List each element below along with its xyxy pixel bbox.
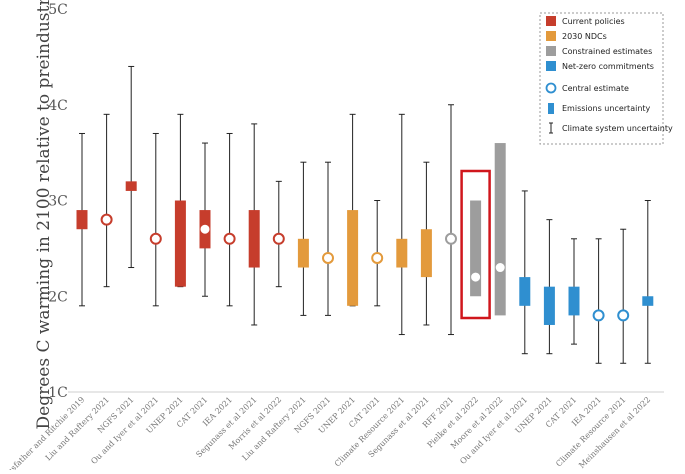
y-tick-labels: 1C 2C 3C 4C 5C — [48, 2, 68, 401]
legend-label: Central estimate — [562, 84, 629, 93]
study-column — [322, 161, 334, 316]
emissions-uncertainty-bar — [248, 210, 260, 268]
central-estimate-marker — [322, 251, 334, 264]
legend-item: Current policies — [546, 16, 625, 26]
study-column — [568, 238, 580, 345]
study-column — [272, 180, 285, 288]
emissions-uncertainty-bar — [347, 210, 359, 306]
emissions-uncertainty-bar — [174, 200, 186, 287]
study-column — [223, 132, 236, 307]
study-column — [642, 200, 654, 364]
study-column — [519, 190, 531, 355]
legend-swatch — [546, 16, 556, 26]
legend-swatch — [546, 61, 556, 71]
legend-item: Emissions uncertainty — [548, 103, 651, 114]
emissions-uncertainty-bar — [568, 286, 580, 316]
central-estimate-marker — [149, 232, 162, 245]
central-estimate-marker — [200, 224, 210, 234]
study-column — [420, 161, 432, 326]
legend-circle-symbol — [545, 82, 557, 94]
study-marks — [76, 65, 654, 364]
legend-frame — [539, 12, 664, 145]
emissions-uncertainty-bar — [297, 238, 309, 268]
central-estimate-marker — [371, 251, 384, 264]
legend-label: Climate system uncertainty — [562, 124, 673, 133]
study-column — [494, 143, 506, 316]
legend-item: Net-zero commitments — [546, 61, 654, 71]
legend-label: 2030 NDCs — [562, 32, 607, 41]
legend-label: Net-zero commitments — [562, 62, 654, 71]
emissions-uncertainty-bar — [470, 200, 482, 297]
study-column — [445, 104, 457, 336]
central-estimate-marker — [617, 309, 630, 322]
legend-item: Constrained estimates — [546, 46, 652, 56]
central-estimate-marker — [445, 232, 457, 245]
study-column — [396, 113, 408, 336]
central-estimate-marker — [100, 213, 113, 226]
emissions-uncertainty-bar — [642, 296, 654, 306]
study-column — [592, 238, 605, 364]
legend-label: Current policies — [562, 17, 625, 26]
study-column — [297, 161, 309, 316]
legend-swatch — [546, 46, 556, 56]
highlight-rectangle — [460, 169, 491, 320]
legend: Current policies 2030 NDCs Constrained est… — [539, 12, 673, 145]
y-axis-title: Degrees C warming in 2100 relative to pr… — [34, 0, 54, 429]
highlight-box — [460, 169, 491, 320]
study-column — [149, 132, 162, 307]
y-tick-label: 2C — [48, 289, 68, 305]
study-column — [470, 200, 482, 297]
central-estimate-marker — [223, 232, 236, 245]
study-column — [347, 113, 359, 307]
legend-items: Current policies 2030 NDCs Constrained est… — [545, 16, 673, 134]
legend-swatch — [546, 31, 556, 41]
y-tick-label: 3C — [48, 194, 68, 210]
emissions-uncertainty-bar — [420, 229, 432, 278]
emissions-uncertainty-bar — [76, 210, 88, 230]
legend-label: Constrained estimates — [562, 47, 652, 56]
study-column — [248, 123, 260, 326]
legend-item: 2030 NDCs — [546, 31, 607, 41]
legend-label: Emissions uncertainty — [562, 104, 651, 113]
study-column — [100, 113, 113, 288]
legend-item: Central estimate — [545, 82, 629, 94]
study-column — [174, 113, 186, 288]
legend-item: Climate system uncertainty — [549, 122, 673, 134]
central-estimate-marker — [272, 232, 285, 245]
study-column — [76, 132, 88, 307]
emissions-uncertainty-bar — [543, 286, 555, 325]
central-estimate-marker — [471, 272, 481, 282]
y-tick-label: 1C — [48, 385, 68, 401]
legend-bar-symbol — [548, 103, 554, 114]
y-tick-label: 4C — [48, 98, 68, 114]
emissions-uncertainty-bar — [519, 277, 531, 306]
study-column — [371, 200, 384, 307]
emissions-uncertainty-bar — [494, 143, 506, 316]
study-column — [543, 219, 555, 355]
study-column — [199, 142, 211, 297]
study-column — [125, 65, 137, 269]
y-tick-label: 5C — [48, 2, 68, 18]
emissions-uncertainty-bar — [125, 181, 137, 191]
study-column — [617, 228, 630, 364]
emissions-uncertainty-bar — [396, 238, 408, 268]
central-estimate-marker — [495, 263, 505, 273]
central-estimate-marker — [592, 309, 605, 322]
